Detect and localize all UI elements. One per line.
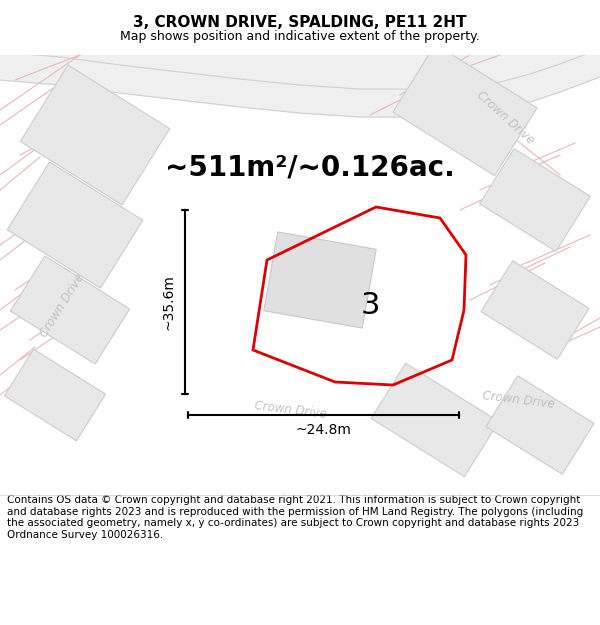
Polygon shape bbox=[4, 349, 106, 441]
Text: ~35.6m: ~35.6m bbox=[161, 274, 175, 330]
Text: 3, CROWN DRIVE, SPALDING, PE11 2HT: 3, CROWN DRIVE, SPALDING, PE11 2HT bbox=[133, 16, 467, 31]
Text: Crown Drive: Crown Drive bbox=[253, 399, 327, 421]
Polygon shape bbox=[264, 232, 376, 328]
Polygon shape bbox=[10, 256, 130, 364]
Polygon shape bbox=[20, 65, 170, 205]
Text: Crown Drive: Crown Drive bbox=[37, 271, 87, 339]
Polygon shape bbox=[7, 162, 143, 288]
Text: ~511m²/~0.126ac.: ~511m²/~0.126ac. bbox=[165, 154, 455, 182]
Polygon shape bbox=[393, 44, 537, 176]
Polygon shape bbox=[486, 376, 594, 474]
Text: ~24.8m: ~24.8m bbox=[296, 423, 352, 437]
Text: Map shows position and indicative extent of the property.: Map shows position and indicative extent… bbox=[120, 30, 480, 43]
Text: 3: 3 bbox=[360, 291, 380, 319]
Polygon shape bbox=[479, 149, 590, 251]
Polygon shape bbox=[481, 261, 589, 359]
Text: Crown Drive: Crown Drive bbox=[473, 89, 536, 147]
Polygon shape bbox=[0, 55, 600, 117]
Text: Crown Drive: Crown Drive bbox=[481, 389, 555, 411]
Text: Contains OS data © Crown copyright and database right 2021. This information is : Contains OS data © Crown copyright and d… bbox=[7, 495, 583, 540]
Polygon shape bbox=[371, 363, 499, 477]
